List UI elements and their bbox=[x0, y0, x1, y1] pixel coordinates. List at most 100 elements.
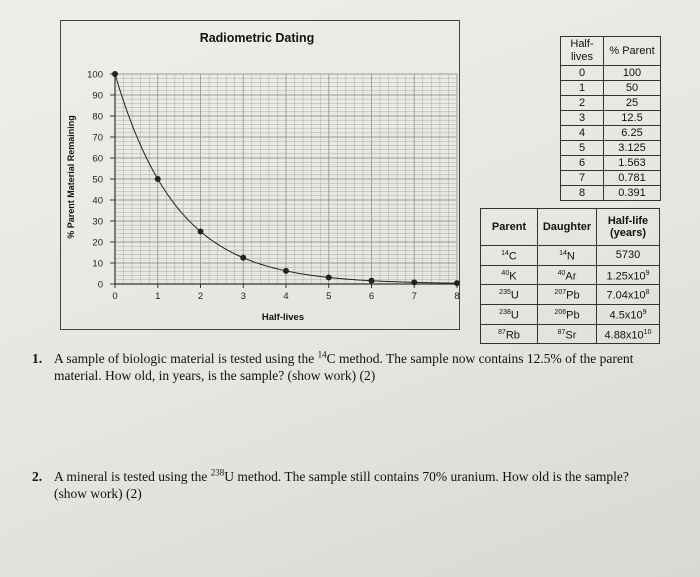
isotope-row: 235U 207Pb 7.04x108 bbox=[480, 284, 660, 305]
half-life-base: 1.25x10 bbox=[606, 270, 646, 283]
half-life-row: 5 3.125 bbox=[560, 140, 661, 156]
question-1-text-pre: A sample of biologic material is tested … bbox=[54, 350, 318, 366]
daughter-isotope-cell: 14N bbox=[537, 245, 597, 266]
percent-parent-cell: 0.781 bbox=[603, 170, 661, 186]
half-life-years-cell: 4.5x109 bbox=[596, 303, 660, 325]
x-tick-label: 4 bbox=[283, 291, 288, 302]
data-point bbox=[112, 71, 118, 77]
half-life-exponent: 9 bbox=[645, 269, 650, 277]
question-2-text-post: method. The sample still contains 70% ur… bbox=[233, 468, 629, 484]
half-life-header-parent: % Parent bbox=[603, 36, 661, 66]
daughter-isotope-cell: 206Pb bbox=[537, 303, 597, 325]
half-life-row: 3 12.5 bbox=[560, 110, 661, 126]
half-life-count-cell: 5 bbox=[560, 140, 604, 156]
question-2-number: 2. bbox=[32, 468, 43, 484]
x-tick-label: 3 bbox=[241, 291, 246, 302]
isotope-header-parent: Parent bbox=[480, 208, 538, 246]
percent-parent-cell: 25 bbox=[603, 95, 661, 111]
chart-grid bbox=[114, 73, 458, 285]
x-tick-label: 5 bbox=[326, 291, 331, 302]
y-tick-label: 100 bbox=[87, 70, 103, 81]
x-axis-title: Half-lives bbox=[262, 312, 304, 323]
parent-isotope-cell-symbol: Rb bbox=[505, 329, 520, 342]
parent-isotope-cell: 40K bbox=[480, 264, 538, 286]
percent-parent-cell: 12.5 bbox=[603, 110, 661, 126]
y-tick-label: 40 bbox=[92, 196, 103, 207]
parent-isotope-cell-mass: 238 bbox=[499, 308, 511, 316]
half-life-count-cell: 8 bbox=[560, 185, 604, 201]
isotope-row: 14C 14N 5730 bbox=[480, 245, 660, 266]
y-tick-label: 10 bbox=[92, 259, 103, 270]
half-life-years-cell: 5730 bbox=[596, 245, 660, 266]
half-life-header-halflives: Half-lives bbox=[560, 36, 604, 66]
half-life-row: 0 100 bbox=[560, 65, 661, 81]
half-life-row: 6 1.563 bbox=[560, 155, 661, 171]
y-axis-title: % Parent Material Remaining bbox=[66, 115, 76, 239]
x-tick-label: 1 bbox=[155, 291, 160, 302]
half-life-row: 4 6.25 bbox=[560, 125, 661, 141]
parent-isotope-cell: 235U bbox=[480, 284, 538, 305]
half-life-years-cell: 1.25x109 bbox=[596, 264, 660, 286]
y-tick-label: 30 bbox=[92, 217, 103, 228]
y-tick-label: 90 bbox=[92, 91, 103, 102]
percent-parent-cell: 3.125 bbox=[603, 140, 661, 156]
half-life-exponent: 10 bbox=[643, 328, 652, 336]
percent-parent-cell: 0.391 bbox=[603, 185, 661, 201]
daughter-isotope-cell-symbol: Pb bbox=[566, 309, 580, 322]
half-life-row: 2 25 bbox=[560, 95, 661, 111]
y-tick-label: 60 bbox=[92, 154, 103, 165]
data-point bbox=[154, 176, 161, 182]
isotope-header-halflife: Half-life (years) bbox=[596, 208, 660, 246]
x-tick-label: 6 bbox=[369, 291, 374, 302]
daughter-isotope-cell-mass: 207 bbox=[554, 289, 567, 297]
half-life-count-cell: 3 bbox=[560, 110, 604, 126]
daughter-isotope-cell: 40Ar bbox=[537, 264, 597, 286]
data-point bbox=[454, 280, 460, 287]
data-point bbox=[240, 254, 247, 261]
parent-isotope-cell: 238U bbox=[480, 303, 538, 325]
half-life-count-cell: 7 bbox=[560, 170, 604, 186]
half-life-base: 7.04x10 bbox=[606, 289, 646, 302]
x-tick-label: 7 bbox=[412, 291, 417, 302]
question-1-text-line2: material. How old, in years, is the samp… bbox=[54, 367, 376, 383]
half-life-base: 4.88x10 bbox=[604, 329, 644, 342]
percent-parent-cell: 1.563 bbox=[603, 155, 661, 171]
y-tick-label: 0 bbox=[98, 280, 103, 291]
y-tick-label: 70 bbox=[92, 133, 103, 144]
daughter-isotope-cell-symbol: Sr bbox=[565, 329, 577, 342]
chart-title: Radiometric Dating bbox=[200, 31, 315, 45]
daughter-isotope-cell: 207Pb bbox=[537, 284, 597, 305]
x-tick-label: 8 bbox=[454, 291, 459, 302]
chart-labels: 0 10 20 30 40 50 60 70 80 90 100 0 1 2 3 4 5 6 7 8 Radiometr… bbox=[66, 31, 460, 323]
daughter-isotope-cell-mass: 87 bbox=[557, 328, 566, 336]
y-tick-label: 50 bbox=[92, 175, 103, 186]
half-life-table-body: 0 100 1 50 2 25 3 12.5 4 6.25 5 3.125 6 1.563 7 0.781 8 0… bbox=[560, 65, 661, 201]
question-1-number: 1. bbox=[32, 350, 43, 366]
half-life-years-cell: 4.88x1010 bbox=[596, 323, 660, 345]
isotope-row: 40K 40Ar 1.25x109 bbox=[480, 264, 660, 286]
half-life-count-cell: 0 bbox=[560, 65, 604, 81]
x-tick-label: 0 bbox=[112, 291, 117, 302]
data-point bbox=[368, 277, 375, 284]
half-life-exponent: 9 bbox=[642, 308, 647, 316]
parent-isotope-cell: 14C bbox=[480, 245, 538, 266]
isotope-table: Parent Daughter Half-life (years) 14C 14N… bbox=[480, 208, 660, 345]
isotope-header-daughter: Daughter bbox=[537, 208, 597, 246]
question-1: 1. A sample of biologic material is teste… bbox=[32, 346, 682, 384]
parent-isotope-cell-mass: 14 bbox=[501, 250, 509, 257]
parent-isotope-cell-symbol: U bbox=[510, 309, 519, 322]
half-life-base: 4.5x10 bbox=[609, 309, 643, 322]
daughter-isotope-cell: 87Sr bbox=[537, 323, 597, 345]
parent-isotope-cell-mass: 40 bbox=[501, 269, 510, 277]
daughter-isotope-cell-symbol: Pb bbox=[566, 289, 580, 302]
question-2-isotope-symbol: U bbox=[224, 468, 234, 484]
half-life-exponent: 8 bbox=[645, 289, 650, 297]
daughter-isotope-cell-symbol: Ar bbox=[565, 270, 577, 283]
daughter-isotope-cell-mass: 40 bbox=[557, 269, 566, 277]
parent-isotope-cell: 87Rb bbox=[480, 323, 538, 345]
percent-parent-cell: 6.25 bbox=[603, 125, 661, 141]
data-point bbox=[283, 267, 289, 274]
parent-isotope-cell-mass: 235 bbox=[499, 289, 511, 297]
question-2-isotope-mass: 238 bbox=[210, 467, 225, 477]
data-point bbox=[197, 228, 204, 235]
